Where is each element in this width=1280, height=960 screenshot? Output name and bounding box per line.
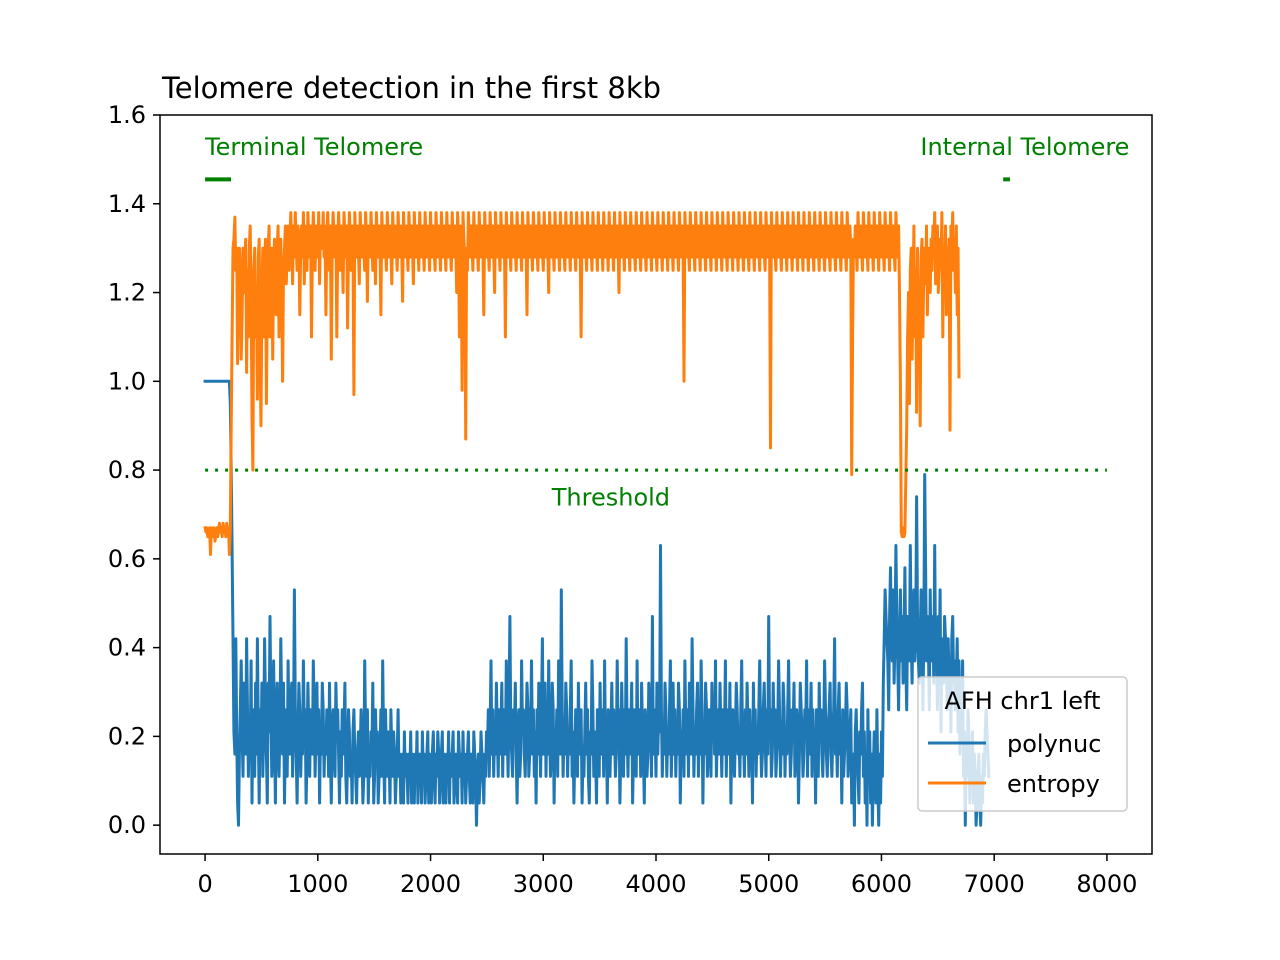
y-tick-label: 1.6 xyxy=(108,101,146,129)
chart-title: Telomere detection in the first 8kb xyxy=(161,71,661,105)
y-tick-label: 1.2 xyxy=(108,279,146,307)
y-tick-label: 0.6 xyxy=(108,545,146,573)
x-tick-label: 2000 xyxy=(400,870,461,898)
x-tick-label: 0 xyxy=(197,870,212,898)
legend-box xyxy=(917,676,1128,812)
legend-label-entropy: entropy xyxy=(1007,770,1100,798)
y-tick-label: 0.0 xyxy=(108,811,146,839)
y-tick-label: 0.4 xyxy=(108,634,146,662)
telomere-label-0: Terminal Telomere xyxy=(204,133,423,161)
y-tick-label: 0.8 xyxy=(108,456,146,484)
y-tick-label: 1.4 xyxy=(108,190,146,218)
series-line-polynuc xyxy=(203,379,991,827)
x-tick-label: 5000 xyxy=(738,870,799,898)
x-tick-label: 1000 xyxy=(287,870,348,898)
x-tick-label: 7000 xyxy=(964,870,1025,898)
threshold-label: Threshold xyxy=(551,484,670,512)
legend: AFH chr1 left polynuc entropy xyxy=(917,676,1128,812)
x-tick-label: 4000 xyxy=(625,870,686,898)
y-tick-label: 1.0 xyxy=(108,367,146,395)
x-tick-label: 6000 xyxy=(851,870,912,898)
legend-title: AFH chr1 left xyxy=(945,687,1101,715)
x-tick-label: 8000 xyxy=(1076,870,1137,898)
x-axis: 0 1000 2000 3000 4000 5000 6000 7000 8000 xyxy=(197,854,1137,898)
telomere-label-1: Internal Telomere xyxy=(920,133,1129,161)
y-axis: 0.0 0.2 0.4 0.6 0.8 1.0 1.2 1.4 1.6 xyxy=(108,101,160,839)
legend-label-polynuc: polynuc xyxy=(1007,730,1101,758)
plot-area: Threshold Terminal Telomere Internal Telom… xyxy=(159,114,1153,855)
series-line-entropy xyxy=(203,211,961,556)
y-tick-label: 0.2 xyxy=(108,722,146,750)
x-tick-label: 3000 xyxy=(513,870,574,898)
